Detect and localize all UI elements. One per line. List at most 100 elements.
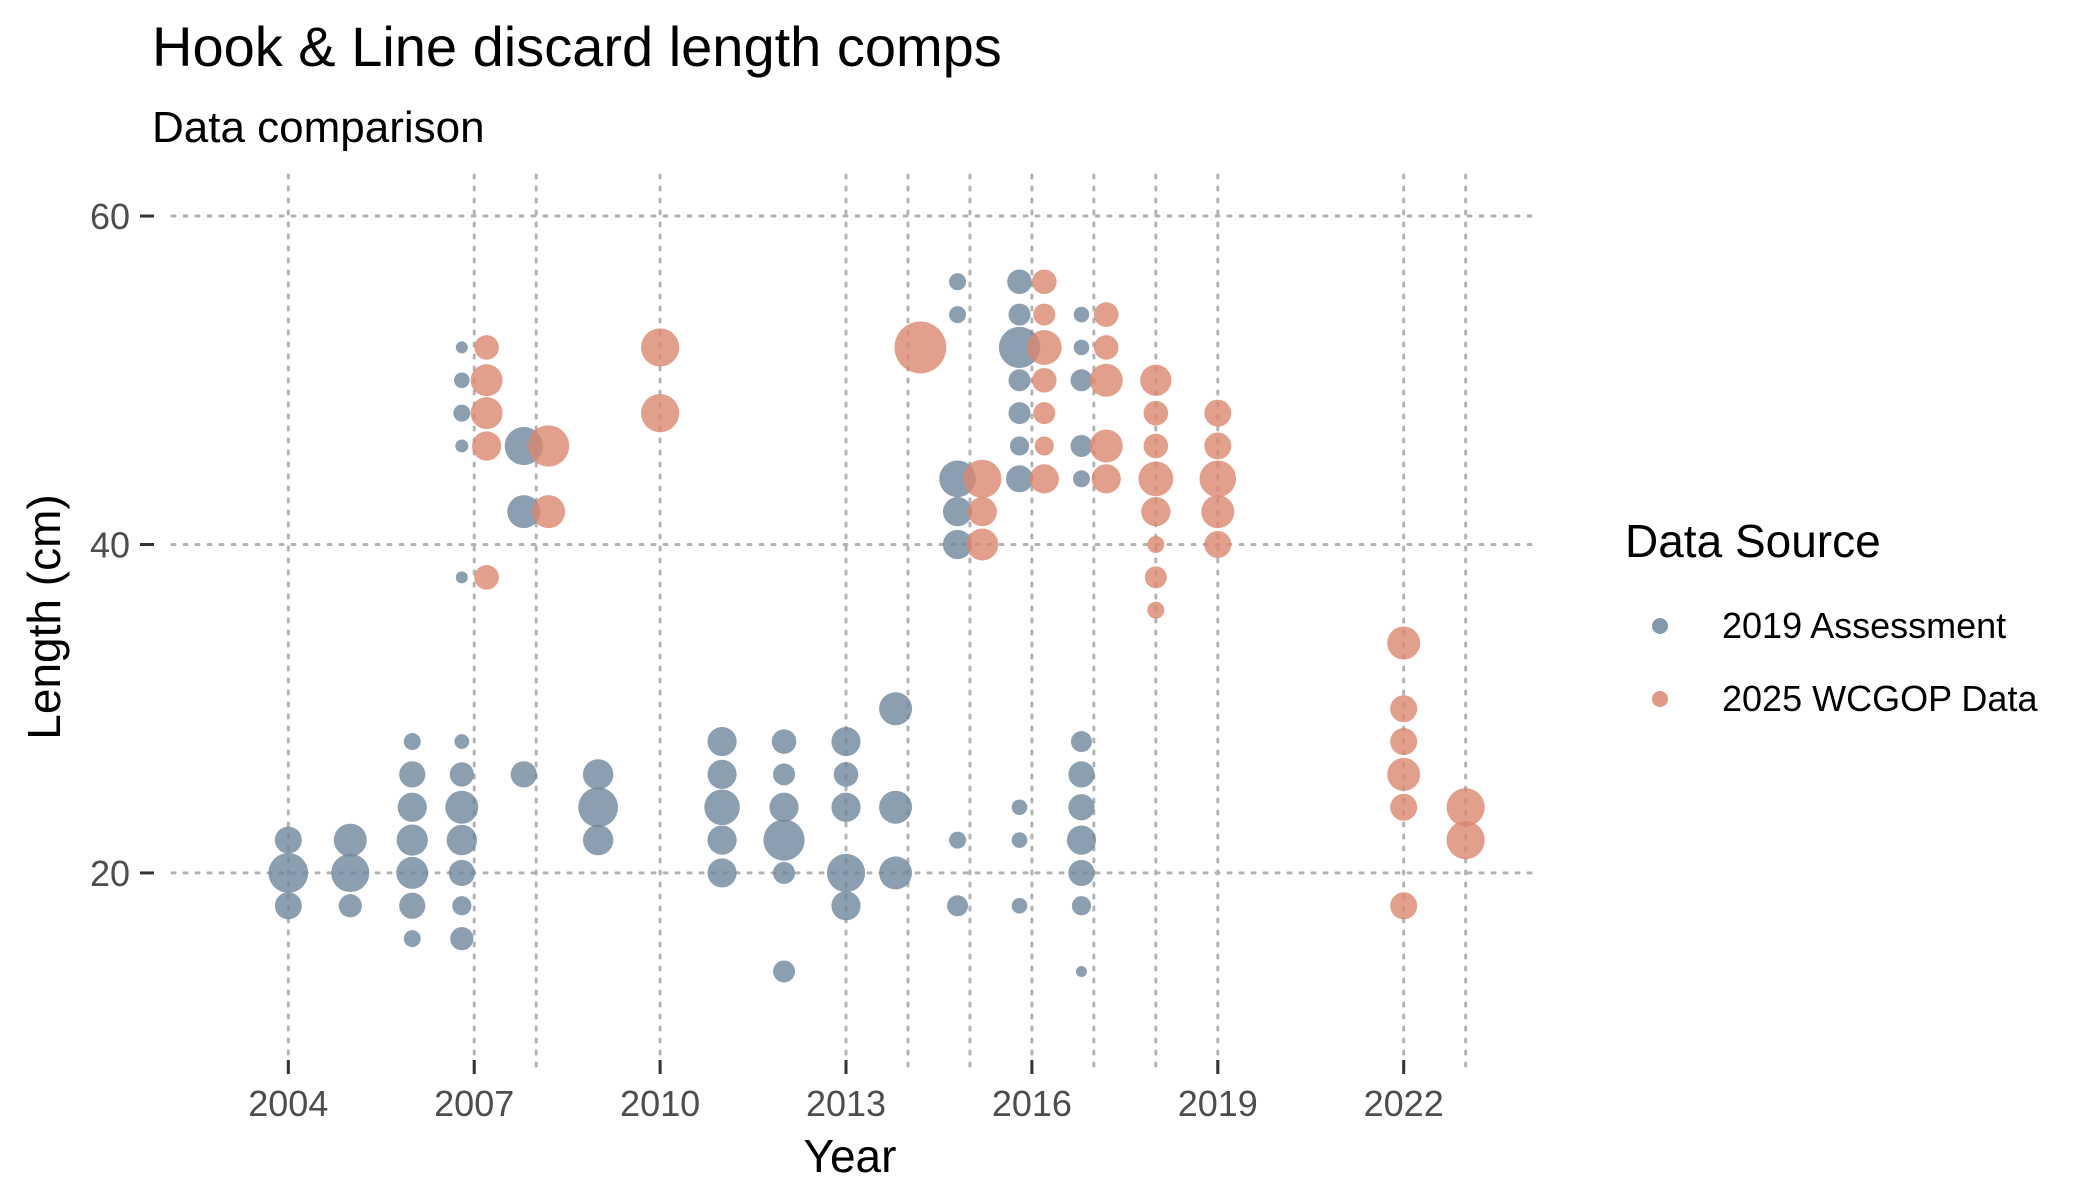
point-2019-assessment-9 [396, 824, 428, 856]
point-2025-wcgop-data-21 [1093, 335, 1119, 360]
point-2019-assessment-59 [998, 326, 1041, 369]
point-2019-assessment-50 [949, 273, 967, 291]
x-tick-label-2004: 2004 [248, 1083, 328, 1124]
point-2019-assessment-68 [1073, 339, 1090, 356]
point-2019-assessment-31 [707, 726, 737, 757]
point-2025-wcgop-data-9 [894, 321, 947, 374]
point-2025-wcgop-data-4 [474, 565, 499, 590]
point-2025-wcgop-data-11 [967, 497, 997, 527]
point-2025-wcgop-data-44 [1446, 788, 1485, 827]
point-2019-assessment-37 [773, 763, 796, 786]
chart-subtitle: Data comparison [152, 103, 485, 152]
point-2019-assessment-28 [582, 759, 614, 790]
point-2019-assessment-13 [455, 341, 468, 354]
point-2025-wcgop-data-31 [1144, 566, 1167, 589]
point-2025-wcgop-data-42 [1390, 793, 1418, 821]
point-2025-wcgop-data-28 [1138, 461, 1174, 497]
point-2025-wcgop-data-20 [1093, 302, 1119, 327]
point-2019-assessment-32 [707, 759, 737, 790]
point-2025-wcgop-data-38 [1387, 626, 1421, 660]
point-2025-wcgop-data-26 [1143, 400, 1169, 426]
x-tick-label-2013: 2013 [806, 1083, 886, 1124]
point-2025-wcgop-data-7 [641, 328, 680, 367]
point-2019-assessment-78 [1075, 965, 1087, 977]
point-2025-wcgop-data-17 [1033, 402, 1056, 425]
legend-key-2019-assessment [1652, 618, 1668, 634]
point-2025-wcgop-data-16 [1031, 367, 1057, 393]
legend: Data Source 2019 Assessment 2025 WCGOP D… [1625, 515, 2038, 719]
point-2019-assessment-61 [1008, 402, 1031, 425]
point-2019-assessment-8 [397, 792, 427, 822]
point-2019-assessment-35 [707, 858, 737, 888]
point-2019-assessment-23 [452, 896, 472, 916]
y-tick-label-60: 60 [90, 196, 130, 237]
point-2019-assessment-24 [450, 927, 474, 951]
point-2025-wcgop-data-30 [1147, 535, 1165, 553]
point-2019-assessment-22 [448, 859, 475, 887]
point-2025-wcgop-data-12 [966, 528, 999, 561]
point-2025-wcgop-data-19 [1029, 464, 1059, 494]
point-2025-wcgop-data-34 [1204, 432, 1232, 460]
point-2019-assessment-67 [1073, 306, 1090, 323]
x-tick-label-2010: 2010 [620, 1083, 700, 1124]
point-2019-assessment-62 [1009, 436, 1030, 456]
point-2025-wcgop-data-10 [963, 459, 1002, 498]
point-2019-assessment-42 [831, 726, 861, 757]
point-2019-assessment-60 [1008, 369, 1031, 392]
point-2019-assessment-4 [331, 853, 370, 893]
point-2019-assessment-57 [1007, 269, 1032, 295]
point-2025-wcgop-data-41 [1387, 757, 1421, 791]
point-2019-assessment-72 [1070, 731, 1092, 753]
point-2019-assessment-0 [274, 826, 302, 854]
legend-title: Data Source [1625, 515, 1881, 567]
point-2019-assessment-14 [454, 372, 470, 389]
x-axis-title: Year [804, 1130, 897, 1182]
point-2025-wcgop-data-35 [1199, 460, 1237, 498]
point-2019-assessment-27 [510, 761, 537, 788]
point-2019-assessment-6 [403, 733, 421, 751]
point-2025-wcgop-data-15 [1026, 330, 1062, 365]
x-tick-label-2007: 2007 [434, 1083, 514, 1124]
point-2019-assessment-56 [947, 895, 969, 917]
point-2019-assessment-71 [1072, 470, 1090, 488]
point-2019-assessment-17 [455, 571, 468, 584]
point-2019-assessment-55 [949, 831, 967, 849]
point-2025-wcgop-data-22 [1089, 363, 1123, 397]
legend-label-2025-wcgop-data: 2025 WCGOP Data [1722, 678, 2038, 719]
point-2019-assessment-21 [446, 824, 478, 856]
point-2019-assessment-29 [578, 787, 619, 828]
point-2019-assessment-40 [773, 861, 796, 884]
point-2019-assessment-45 [826, 853, 866, 893]
point-2019-assessment-16 [455, 439, 469, 453]
point-2019-assessment-2 [274, 892, 302, 920]
point-2019-assessment-33 [704, 789, 740, 826]
point-2025-wcgop-data-25 [1140, 364, 1172, 396]
point-2019-assessment-69 [1070, 369, 1093, 392]
y-tick-label-20: 20 [90, 853, 130, 894]
point-2025-wcgop-data-2 [470, 397, 503, 430]
point-2019-assessment-64 [1011, 799, 1028, 816]
point-2019-assessment-73 [1068, 761, 1095, 788]
point-2025-wcgop-data-37 [1204, 530, 1232, 558]
point-2025-wcgop-data-29 [1141, 497, 1171, 527]
point-2019-assessment-48 [879, 790, 913, 824]
point-2025-wcgop-data-6 [532, 495, 566, 529]
point-2025-wcgop-data-13 [1031, 269, 1057, 295]
point-2019-assessment-63 [1006, 465, 1033, 493]
point-2019-assessment-49 [879, 856, 913, 890]
chart-title: Hook & Line discard length comps [152, 15, 1002, 78]
point-2019-assessment-47 [879, 692, 913, 726]
point-2025-wcgop-data-40 [1390, 728, 1418, 756]
point-2019-assessment-54 [942, 529, 973, 560]
legend-label-2019-assessment: 2019 Assessment [1722, 605, 2006, 646]
point-2019-assessment-7 [399, 761, 426, 788]
point-2019-assessment-38 [769, 792, 799, 822]
point-2019-assessment-11 [399, 892, 426, 919]
point-2019-assessment-10 [396, 856, 429, 889]
point-2019-assessment-19 [449, 762, 474, 787]
point-2019-assessment-20 [445, 790, 479, 824]
y-tick-label-40: 40 [90, 524, 130, 565]
point-2025-wcgop-data-33 [1204, 399, 1232, 427]
point-2025-wcgop-data-18 [1034, 436, 1054, 456]
